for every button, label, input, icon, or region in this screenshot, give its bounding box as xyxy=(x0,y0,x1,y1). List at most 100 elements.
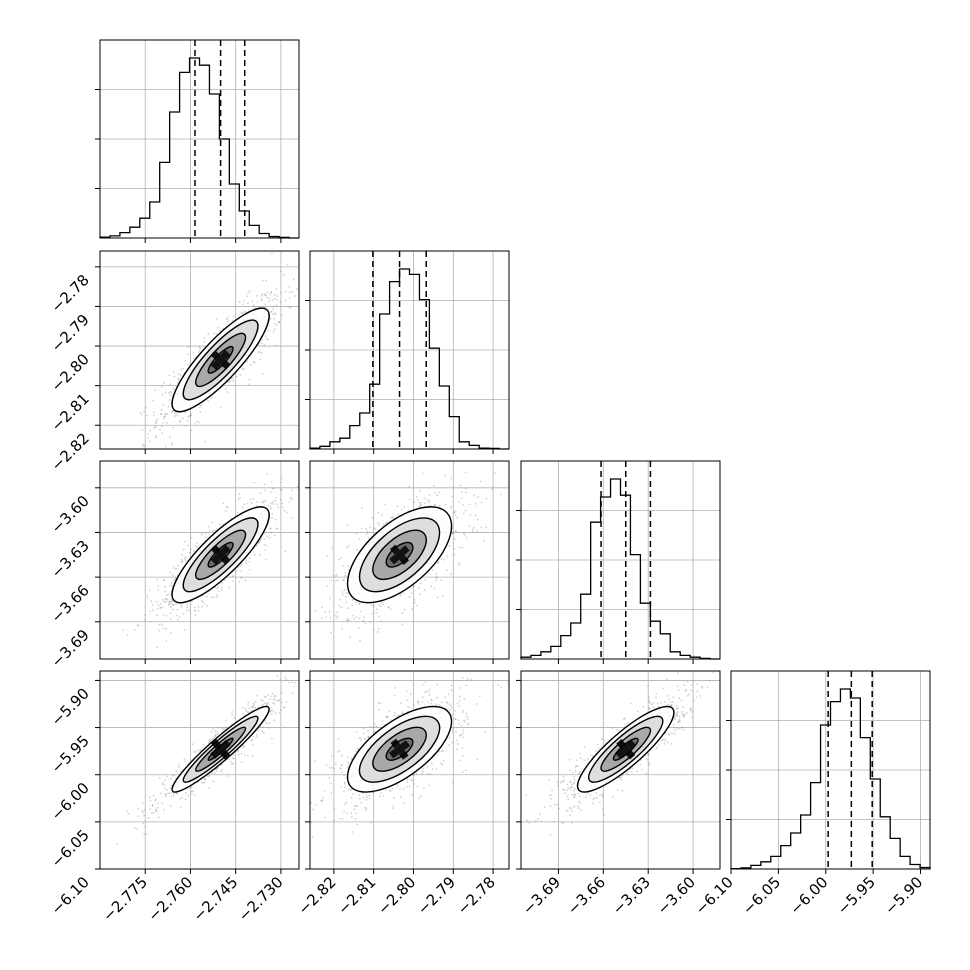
scatter-point xyxy=(167,593,170,596)
scatter-point xyxy=(155,421,158,423)
scatter-point xyxy=(276,503,278,506)
histogram-panel-1 xyxy=(305,250,510,454)
scatter-point xyxy=(370,604,373,606)
scatter-point xyxy=(354,818,357,821)
scatter-point xyxy=(232,580,234,582)
scatter-point xyxy=(274,518,277,521)
scatter-point xyxy=(168,603,170,606)
scatter-point xyxy=(164,598,167,600)
scatter-point xyxy=(211,530,214,533)
scatter-point xyxy=(700,686,703,689)
scatter-point xyxy=(203,337,206,339)
scatter-point xyxy=(577,805,579,807)
scatter-point xyxy=(237,565,240,568)
scatter-point xyxy=(471,530,474,533)
scatter-point xyxy=(157,589,159,591)
scatter-point xyxy=(147,437,149,440)
scatter-point xyxy=(426,498,429,501)
scatter-point xyxy=(241,706,244,709)
scatter-point xyxy=(171,573,174,576)
scatter-point xyxy=(266,535,269,538)
contour-level-3 xyxy=(171,705,270,793)
scatter-point xyxy=(325,764,328,767)
scatter-point xyxy=(377,702,380,704)
scatter-point xyxy=(269,711,271,714)
scatter-point xyxy=(144,613,147,616)
scatter-point xyxy=(183,758,186,760)
scatter-point xyxy=(259,358,262,361)
scatter-point xyxy=(152,427,155,429)
scatter-point xyxy=(420,501,423,504)
scatter-point xyxy=(155,600,158,603)
scatter-point xyxy=(154,809,157,812)
scatter-point xyxy=(440,701,443,704)
scatter-point xyxy=(331,547,333,550)
scatter-point xyxy=(184,359,187,362)
scatter-point xyxy=(260,298,263,301)
scatter-point xyxy=(181,417,184,420)
scatter-point xyxy=(399,788,401,790)
scatter-point xyxy=(430,585,433,588)
scatter-point xyxy=(459,735,461,737)
scatter-point xyxy=(220,768,223,771)
scatter-point xyxy=(216,587,219,590)
scatter-point xyxy=(243,367,246,370)
histogram-step xyxy=(730,688,931,870)
density-peak-cell xyxy=(220,544,231,555)
scatter-point xyxy=(227,316,230,319)
scatter-point xyxy=(220,588,223,591)
scatter-point xyxy=(240,752,243,755)
scatter-point xyxy=(369,725,372,728)
scatter-point xyxy=(164,391,167,394)
y-tick-label: −2.79 xyxy=(48,311,93,356)
scatter-point xyxy=(204,536,207,539)
scatter-point xyxy=(242,745,245,747)
scatter-point xyxy=(190,790,193,793)
scatter-point xyxy=(260,295,263,297)
scatter-point xyxy=(396,715,399,718)
scatter-point xyxy=(347,788,350,791)
scatter-point xyxy=(388,710,391,713)
scatter-point xyxy=(220,770,223,773)
scatter-point xyxy=(372,628,375,631)
scatter-point xyxy=(469,514,472,517)
scatter-point xyxy=(115,843,118,845)
scatter-point xyxy=(299,489,301,491)
scatter-point xyxy=(391,807,394,810)
scatter-point xyxy=(262,699,265,702)
scatter-point xyxy=(187,363,190,366)
scatter-point xyxy=(231,713,234,716)
scatter-point xyxy=(401,612,404,614)
scatter-point xyxy=(450,689,453,692)
scatter-point xyxy=(192,743,194,746)
scatter-point xyxy=(458,501,460,504)
scatter-point xyxy=(170,582,173,584)
scatter-point xyxy=(288,501,291,504)
scatter-point xyxy=(231,575,234,578)
scatter-point xyxy=(443,558,446,561)
scatter-point xyxy=(196,420,199,423)
panel-frame xyxy=(99,460,300,660)
scatter-point xyxy=(380,601,382,604)
scatter-point xyxy=(262,501,265,504)
scatter-point xyxy=(271,692,274,695)
scatter-point xyxy=(170,795,173,798)
scatter-point xyxy=(543,806,546,809)
scatter-point xyxy=(261,342,264,344)
scatter-point xyxy=(183,557,186,559)
scatter-point xyxy=(393,796,396,799)
scatter-point xyxy=(172,565,175,568)
scatter-point xyxy=(166,775,169,778)
scatter-point xyxy=(180,770,182,773)
scatter-point xyxy=(198,345,201,348)
scatter-point xyxy=(467,722,470,725)
scatter-point xyxy=(193,606,196,609)
scatter-point xyxy=(194,794,197,797)
scatter-point xyxy=(625,772,628,775)
scatter-point xyxy=(384,522,387,525)
scatter-point xyxy=(137,807,139,810)
scatter-point xyxy=(474,502,477,505)
scatter-point xyxy=(602,795,605,798)
density-peak-cell xyxy=(215,549,226,560)
scatter-point xyxy=(575,759,578,762)
